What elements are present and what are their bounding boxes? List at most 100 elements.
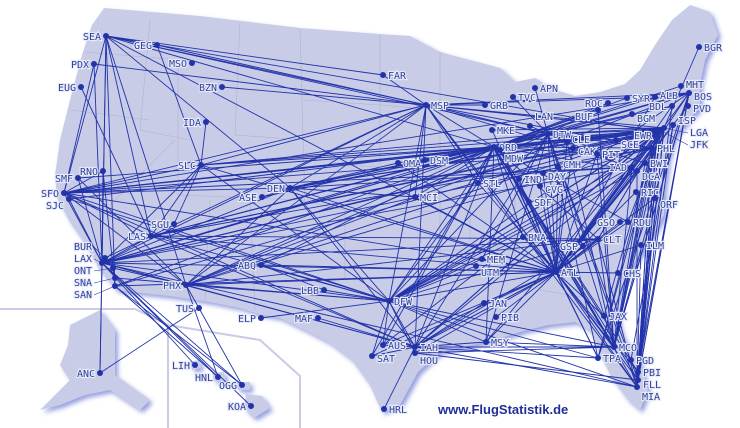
airport-gso[interactable]: GSO [596,217,623,230]
airport-marker-icon[interactable] [686,90,692,96]
airport-lih[interactable]: LIH [171,360,198,373]
airport-marker-icon[interactable] [395,160,401,166]
airport-marker-icon[interactable] [381,406,387,412]
airport-marker-icon[interactable] [192,362,198,368]
airport-bdl[interactable]: BDL [648,101,675,114]
airport-marker-icon[interactable] [595,107,601,113]
airport-alb[interactable]: ALB [652,90,679,103]
airport-geg[interactable]: GEG [133,40,160,53]
airport-marker-icon[interactable] [66,196,72,202]
airport-marker-icon[interactable] [215,374,221,380]
airport-bwi[interactable]: BWI [642,158,669,171]
airport-mso[interactable]: MSO [168,58,195,71]
airport-sea[interactable]: SEA [82,31,109,44]
airport-pib[interactable]: PIB [493,312,520,325]
airport-utm[interactable]: UTM [473,263,500,280]
airport-marker-icon[interactable] [669,103,675,109]
airport-bgm[interactable]: BGM [629,111,656,126]
airport-orf[interactable]: ORF [652,195,679,212]
airport-pvd[interactable]: PVD [685,103,712,116]
airport-mia[interactable]: MIA [634,384,661,404]
airport-marker-icon[interactable] [611,344,617,350]
airport-marker-icon[interactable] [475,180,481,186]
airport-lax[interactable]: LAX [73,253,105,266]
airport-jax[interactable]: JAX [601,311,628,324]
airport-marker-icon[interactable] [654,129,660,135]
airport-marker-icon[interactable] [545,131,551,137]
airport-san[interactable]: SAN [73,283,118,302]
airport-apn[interactable]: APN [532,83,559,96]
airport-marker-icon[interactable] [473,263,479,269]
airport-stl[interactable]: STL [475,178,502,191]
airport-marker-icon[interactable] [580,243,586,249]
airport-marker-icon[interactable] [516,176,522,182]
airport-marker-icon[interactable] [412,344,418,350]
airport-jan[interactable]: JAN [481,298,508,311]
airport-marker-icon[interactable] [594,151,600,157]
airport-marker-icon[interactable] [203,119,209,125]
airport-tvc[interactable]: TVC [510,92,537,105]
airport-marker-icon[interactable] [670,122,676,128]
airport-marker-icon[interactable] [97,370,103,376]
airport-cmh[interactable]: CMH [555,159,582,172]
airport-mht[interactable]: MHT [678,79,705,92]
airport-marker-icon[interactable] [696,44,702,50]
airport-marker-icon[interactable] [635,377,641,383]
airport-marker-icon[interactable] [634,384,640,390]
airport-marker-icon[interactable] [61,190,67,196]
airport-pit[interactable]: PIT [594,149,621,162]
airport-marker-icon[interactable] [380,72,386,78]
airport-marker-icon[interactable] [510,94,516,100]
airport-marker-icon[interactable] [171,221,177,227]
airport-hrl[interactable]: HRL [381,404,408,417]
airport-sna[interactable]: SNA [73,275,118,290]
airport-mci[interactable]: MCI [412,192,439,205]
airport-elp[interactable]: ELP [237,313,264,326]
airport-mco[interactable]: MCO [611,342,638,355]
airport-marker-icon[interactable] [321,287,327,293]
airport-marker-icon[interactable] [196,305,202,311]
airport-marker-icon[interactable] [527,123,533,129]
airport-cvg[interactable]: CVG [537,183,564,197]
airport-marker-icon[interactable] [649,145,655,151]
airport-cle[interactable]: CLE [564,134,591,147]
airport-marker-icon[interactable] [493,314,499,320]
airport-marker-icon[interactable] [570,145,576,151]
airport-gsp[interactable]: GSP [559,241,586,254]
airport-sfo[interactable]: SFO [40,188,67,201]
airport-marker-icon[interactable] [615,270,621,276]
airport-marker-icon[interactable] [595,355,601,361]
airport-buf[interactable]: BUF [574,107,601,124]
airport-marker-icon[interactable] [628,357,634,363]
airport-marker-icon[interactable] [110,265,116,271]
airport-marker-icon[interactable] [526,199,532,205]
airport-phl[interactable]: PHL [649,143,676,156]
airport-marker-icon[interactable] [629,164,635,170]
airport-aus[interactable]: AUS [380,340,407,353]
airport-marker-icon[interactable] [483,339,489,345]
airport-syr[interactable]: SYR [624,93,652,106]
airport-marker-icon[interactable] [629,111,635,117]
airport-marker-icon[interactable] [183,282,189,288]
airport-abq[interactable]: ABQ [237,260,264,273]
airport-marker-icon[interactable] [634,168,640,174]
airport-hou[interactable]: HOU [412,350,439,368]
airport-ord[interactable]: ORD [491,142,518,155]
airport-hnl[interactable]: HNL [194,372,221,385]
airport-sgu[interactable]: SGU [150,219,177,232]
airport-marker-icon[interactable] [315,315,321,321]
airport-oma[interactable]: OMA [395,158,422,171]
airport-maf[interactable]: MAF [294,313,321,326]
airport-marker-icon[interactable] [617,219,623,225]
airport-mke[interactable]: MKE [489,125,516,138]
airport-day[interactable]: DAY [540,170,567,184]
airport-tpa[interactable]: TPA [595,353,622,366]
airport-sdf[interactable]: SDF [526,197,553,210]
airport-ilm[interactable]: ILM [638,240,665,253]
airport-marker-icon[interactable] [652,94,658,100]
airport-bna[interactable]: BNA [520,232,547,245]
airport-marker-icon[interactable] [540,170,546,176]
airport-marker-icon[interactable] [482,102,488,108]
airport-dca[interactable]: DCA [634,168,661,184]
airport-grb[interactable]: GRB [482,100,509,113]
